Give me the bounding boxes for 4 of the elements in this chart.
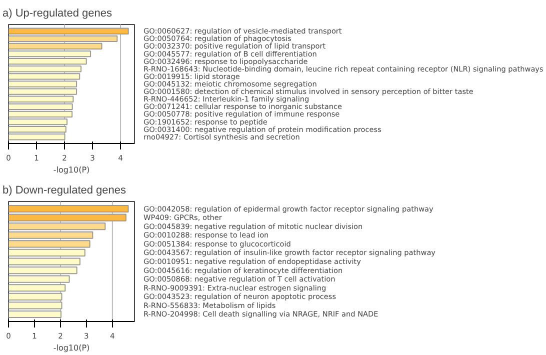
chart-title: b) Down-regulated genes (2, 184, 127, 196)
x-axis-title: -log10(P) (53, 166, 90, 174)
x-axis-title: -log10(P) (53, 344, 90, 352)
chart-title: a) Up-regulated genes (2, 8, 112, 20)
